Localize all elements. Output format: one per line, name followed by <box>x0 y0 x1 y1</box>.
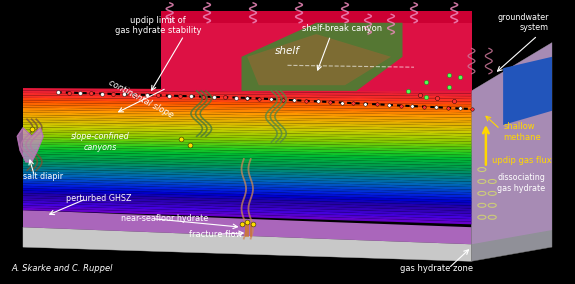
Polygon shape <box>23 154 471 166</box>
Polygon shape <box>23 149 471 160</box>
Polygon shape <box>23 112 471 120</box>
Polygon shape <box>23 186 471 200</box>
Polygon shape <box>23 144 471 155</box>
Polygon shape <box>23 152 471 163</box>
Text: updip gas flux: updip gas flux <box>492 156 551 165</box>
Text: groundwater
system: groundwater system <box>497 13 549 32</box>
Polygon shape <box>23 174 471 187</box>
Polygon shape <box>23 88 471 93</box>
Polygon shape <box>242 23 402 91</box>
Polygon shape <box>23 110 471 118</box>
Polygon shape <box>23 191 471 206</box>
Polygon shape <box>23 164 471 176</box>
Polygon shape <box>23 208 471 224</box>
Text: slope-confined
canyons: slope-confined canyons <box>71 132 130 152</box>
Polygon shape <box>23 201 471 216</box>
Text: dissociating
gas hydrate: dissociating gas hydrate <box>497 174 546 193</box>
Text: gas hydrate zone: gas hydrate zone <box>400 264 474 273</box>
Polygon shape <box>23 195 471 211</box>
Polygon shape <box>472 43 552 261</box>
Polygon shape <box>23 156 471 168</box>
Polygon shape <box>161 23 472 91</box>
Polygon shape <box>23 125 471 133</box>
Text: A. Skarke and C. Ruppel: A. Skarke and C. Ruppel <box>12 264 113 273</box>
Polygon shape <box>23 95 471 102</box>
Polygon shape <box>23 198 471 214</box>
Polygon shape <box>23 203 471 219</box>
Polygon shape <box>23 178 471 192</box>
Polygon shape <box>23 161 471 174</box>
Polygon shape <box>23 193 471 208</box>
Text: shelf-break canyon: shelf-break canyon <box>302 24 382 33</box>
Polygon shape <box>161 11 472 23</box>
Text: perturbed GHSZ: perturbed GHSZ <box>66 194 132 203</box>
Polygon shape <box>23 103 471 110</box>
Text: fracture flow: fracture flow <box>189 230 243 239</box>
Polygon shape <box>23 205 471 222</box>
Polygon shape <box>23 171 471 184</box>
Polygon shape <box>23 115 471 123</box>
Polygon shape <box>23 93 471 99</box>
Text: near-seafloor hydrate: near-seafloor hydrate <box>121 214 208 223</box>
Polygon shape <box>23 159 471 171</box>
Polygon shape <box>23 227 471 261</box>
Polygon shape <box>23 183 471 198</box>
Polygon shape <box>23 117 471 126</box>
Polygon shape <box>23 98 471 104</box>
Polygon shape <box>23 210 471 244</box>
Polygon shape <box>23 142 471 152</box>
Polygon shape <box>472 43 552 244</box>
Text: salt diapir: salt diapir <box>23 172 63 181</box>
Polygon shape <box>23 188 471 203</box>
Text: shallow
methane: shallow methane <box>503 122 541 142</box>
Text: shelf: shelf <box>275 46 300 56</box>
Polygon shape <box>503 57 552 125</box>
Polygon shape <box>23 108 471 115</box>
Polygon shape <box>23 166 471 179</box>
Polygon shape <box>17 128 43 162</box>
Text: continental slope: continental slope <box>107 78 175 120</box>
Polygon shape <box>23 132 471 142</box>
Polygon shape <box>23 147 471 158</box>
Polygon shape <box>23 176 471 190</box>
Polygon shape <box>23 130 471 139</box>
Polygon shape <box>23 139 471 150</box>
Polygon shape <box>23 169 471 182</box>
Polygon shape <box>23 181 471 195</box>
Polygon shape <box>247 34 391 85</box>
Polygon shape <box>23 122 471 131</box>
Polygon shape <box>23 100 471 107</box>
Polygon shape <box>23 120 471 128</box>
Text: updip limit of
gas hydrate stability: updip limit of gas hydrate stability <box>115 16 201 35</box>
Polygon shape <box>23 127 471 136</box>
Polygon shape <box>23 134 471 144</box>
Polygon shape <box>23 137 471 147</box>
Polygon shape <box>23 105 471 112</box>
Polygon shape <box>23 91 471 96</box>
